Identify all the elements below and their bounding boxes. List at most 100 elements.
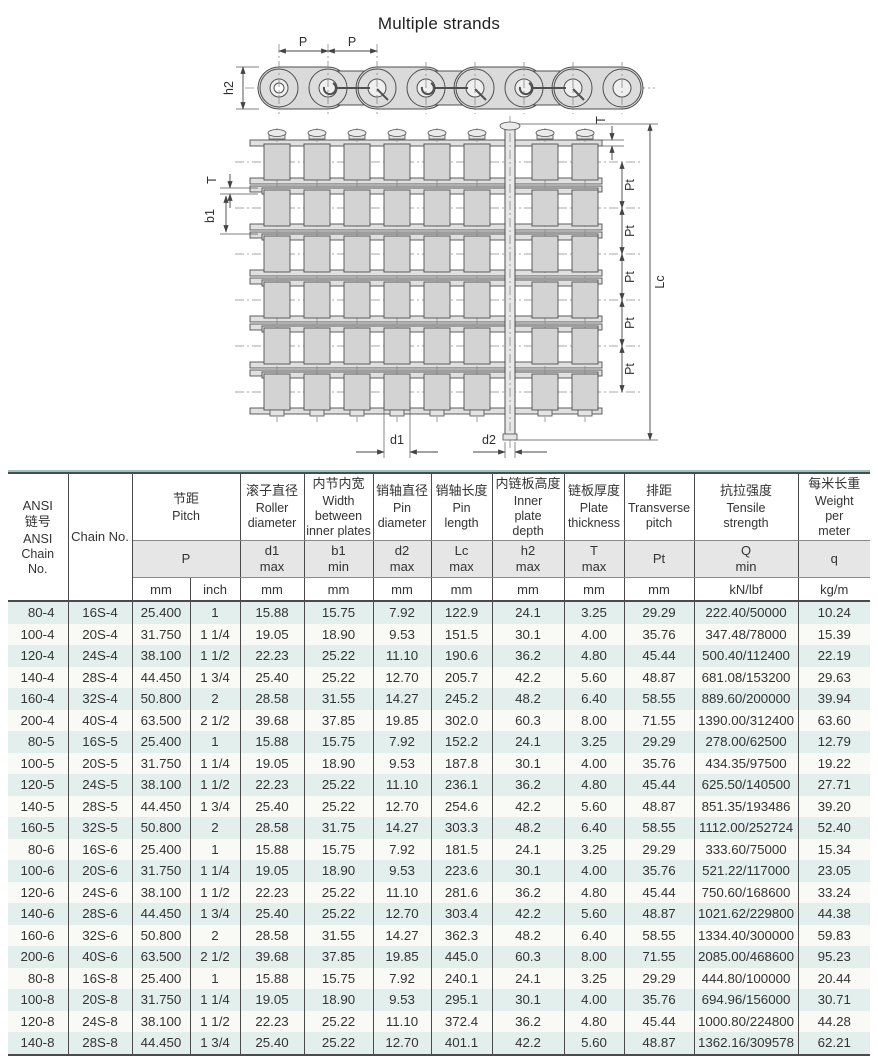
table-cell: 18.90 bbox=[304, 860, 374, 882]
table-cell: 187.8 bbox=[431, 752, 493, 774]
table-cell: 38.100 bbox=[132, 881, 191, 903]
diagram-area: Multiple strands bbox=[0, 0, 878, 470]
table-cell: 39.20 bbox=[817, 798, 851, 814]
dim-label-t: T bbox=[205, 176, 219, 184]
table-cell: 40S-4 bbox=[68, 709, 133, 731]
table-cell: 4.00 bbox=[564, 860, 625, 882]
table-cell: 19.05 bbox=[240, 989, 305, 1011]
unit-inch: inch bbox=[190, 577, 241, 602]
table-cell: 1334.40/300000 bbox=[694, 924, 799, 946]
table-row: 100-4 20S-4 31.750 1 1/4 19.05 18.90 9.53 151.5… bbox=[8, 623, 871, 645]
table-cell: 6.40 bbox=[564, 688, 625, 710]
table-cell: 281.6 bbox=[431, 881, 493, 903]
table-cell: 48.2 bbox=[492, 924, 565, 946]
unit-mm: mm bbox=[624, 577, 695, 602]
table-cell: 60.3 bbox=[492, 709, 565, 731]
table-cell: 160-6 bbox=[8, 924, 69, 946]
table-cell: 236.1 bbox=[431, 774, 493, 796]
table-cell: 24.1 bbox=[492, 838, 565, 860]
table-cell: 1 1/2 bbox=[190, 774, 241, 796]
dim-label-lc: Lc bbox=[653, 275, 667, 288]
table-cell: 27.71 bbox=[817, 777, 851, 793]
table-cell: 1 1/4 bbox=[190, 860, 241, 882]
table-cell: 120-4 bbox=[8, 645, 69, 667]
symbol-lc-max: Lc max bbox=[431, 540, 493, 578]
table-cell: 12.70 bbox=[373, 666, 432, 688]
header-ansi-en: ANSI Chain No. bbox=[21, 531, 55, 576]
table-cell: 44.450 bbox=[132, 795, 191, 817]
table-cell: 48.87 bbox=[624, 795, 695, 817]
unit-mm: mm bbox=[304, 577, 374, 602]
table-cell: 25.400 bbox=[132, 967, 191, 989]
table-cell: 500.40/112400 bbox=[694, 645, 799, 667]
symbol-d1-max: d1 max bbox=[240, 540, 305, 578]
header-roller-diameter: 滚子直径 Roller diameter bbox=[240, 473, 305, 541]
table-cell: 11.10 bbox=[373, 645, 432, 667]
table-cell: 25.40 bbox=[240, 903, 305, 925]
table-cell: 295.1 bbox=[431, 989, 493, 1011]
table-cell: 12.79 bbox=[817, 734, 851, 750]
table-cell: 25.22 bbox=[304, 1032, 374, 1055]
table-cell: 52.40 bbox=[817, 820, 851, 836]
table-cell: 50.800 bbox=[132, 688, 191, 710]
table-row: 80-8 16S-8 25.400 1 15.88 15.75 7.92 240.1 24.1 3… bbox=[8, 967, 871, 989]
table-cell: 200-4 bbox=[8, 709, 69, 731]
symbol-q-min: Q min bbox=[694, 540, 799, 578]
table-cell: 11.10 bbox=[373, 774, 432, 796]
table-cell: 35.76 bbox=[624, 989, 695, 1011]
table-cell: 15.75 bbox=[304, 967, 374, 989]
table-cell: 16S-5 bbox=[68, 731, 133, 753]
table-cell: 45.44 bbox=[624, 774, 695, 796]
chain-diagram: P P h2 bbox=[203, 35, 667, 458]
table-cell: 160-5 bbox=[8, 817, 69, 839]
spec-table-wrap: ANSI 链号 ANSI Chain No. Chain No. 节距 Pitc… bbox=[8, 470, 871, 1056]
table-cell: 19.05 bbox=[240, 623, 305, 645]
table-cell: 19.85 bbox=[373, 946, 432, 968]
table-row: 140-5 28S-5 44.450 1 3/4 25.40 25.22 12.70 254.… bbox=[8, 795, 871, 817]
table-cell: 4.80 bbox=[564, 774, 625, 796]
table-cell: 28.58 bbox=[240, 817, 305, 839]
unit-mm: mm bbox=[373, 577, 432, 602]
table-cell: 278.00/62500 bbox=[694, 731, 799, 753]
table-cell: 12.70 bbox=[373, 1032, 432, 1055]
table-cell: 80-6 bbox=[8, 838, 69, 860]
table-row: 80-5 16S-5 25.400 1 15.88 15.75 7.92 152.2 24.1 3… bbox=[8, 731, 871, 753]
table-cell: 58.55 bbox=[624, 817, 695, 839]
table-cell: 5.60 bbox=[564, 666, 625, 688]
table-cell: 37.85 bbox=[304, 709, 374, 731]
table-cell: 1 bbox=[190, 601, 241, 624]
table-cell: 15.75 bbox=[304, 838, 374, 860]
table-cell: 25.40 bbox=[240, 1032, 305, 1055]
table-cell: 152.2 bbox=[431, 731, 493, 753]
table-cell: 4.00 bbox=[564, 752, 625, 774]
table-cell: 14.27 bbox=[373, 924, 432, 946]
table-cell: 3.25 bbox=[564, 731, 625, 753]
table-cell: 7.92 bbox=[373, 838, 432, 860]
table-cell: 303.4 bbox=[431, 903, 493, 925]
table-cell: 20S-6 bbox=[68, 860, 133, 882]
unit-kn-lbf: kN/lbf bbox=[694, 577, 799, 602]
header-ansi-zh: ANSI 链号 bbox=[22, 497, 53, 529]
table-row: 120-4 24S-4 38.100 1 1/2 22.23 25.22 11.10 190.… bbox=[8, 645, 871, 667]
dim-label-d2: d2 bbox=[482, 433, 496, 447]
table-cell: 24S-4 bbox=[68, 645, 133, 667]
table-cell: 32S-4 bbox=[68, 688, 133, 710]
table-cell: 44.450 bbox=[132, 666, 191, 688]
unit-mm: mm bbox=[564, 577, 625, 602]
table-cell: 15.88 bbox=[240, 601, 305, 624]
table-cell: 16S-8 bbox=[68, 967, 133, 989]
table-cell: 120-5 bbox=[8, 774, 69, 796]
header-transverse-pitch: 排距 Transverse pitch bbox=[624, 473, 695, 541]
table-cell: 31.55 bbox=[304, 924, 374, 946]
table-row: 80-4 16S-4 25.400 1 15.88 15.75 7.92 122.9 24.1 3… bbox=[8, 601, 871, 624]
dim-label-pt: Pt bbox=[623, 317, 637, 329]
table-cell: 9.53 bbox=[373, 623, 432, 645]
table-cell: 1021.62/229800 bbox=[694, 903, 799, 925]
table-cell: 25.22 bbox=[304, 1010, 374, 1032]
table-cell: 35.76 bbox=[624, 623, 695, 645]
table-cell: 32S-6 bbox=[68, 924, 133, 946]
table-row: 120-5 24S-5 38.100 1 1/2 22.23 25.22 11.10 236.… bbox=[8, 774, 871, 796]
table-cell: 5.60 bbox=[564, 795, 625, 817]
table-cell: 1362.16/309578 bbox=[694, 1032, 799, 1055]
table-cell: 4.00 bbox=[564, 989, 625, 1011]
